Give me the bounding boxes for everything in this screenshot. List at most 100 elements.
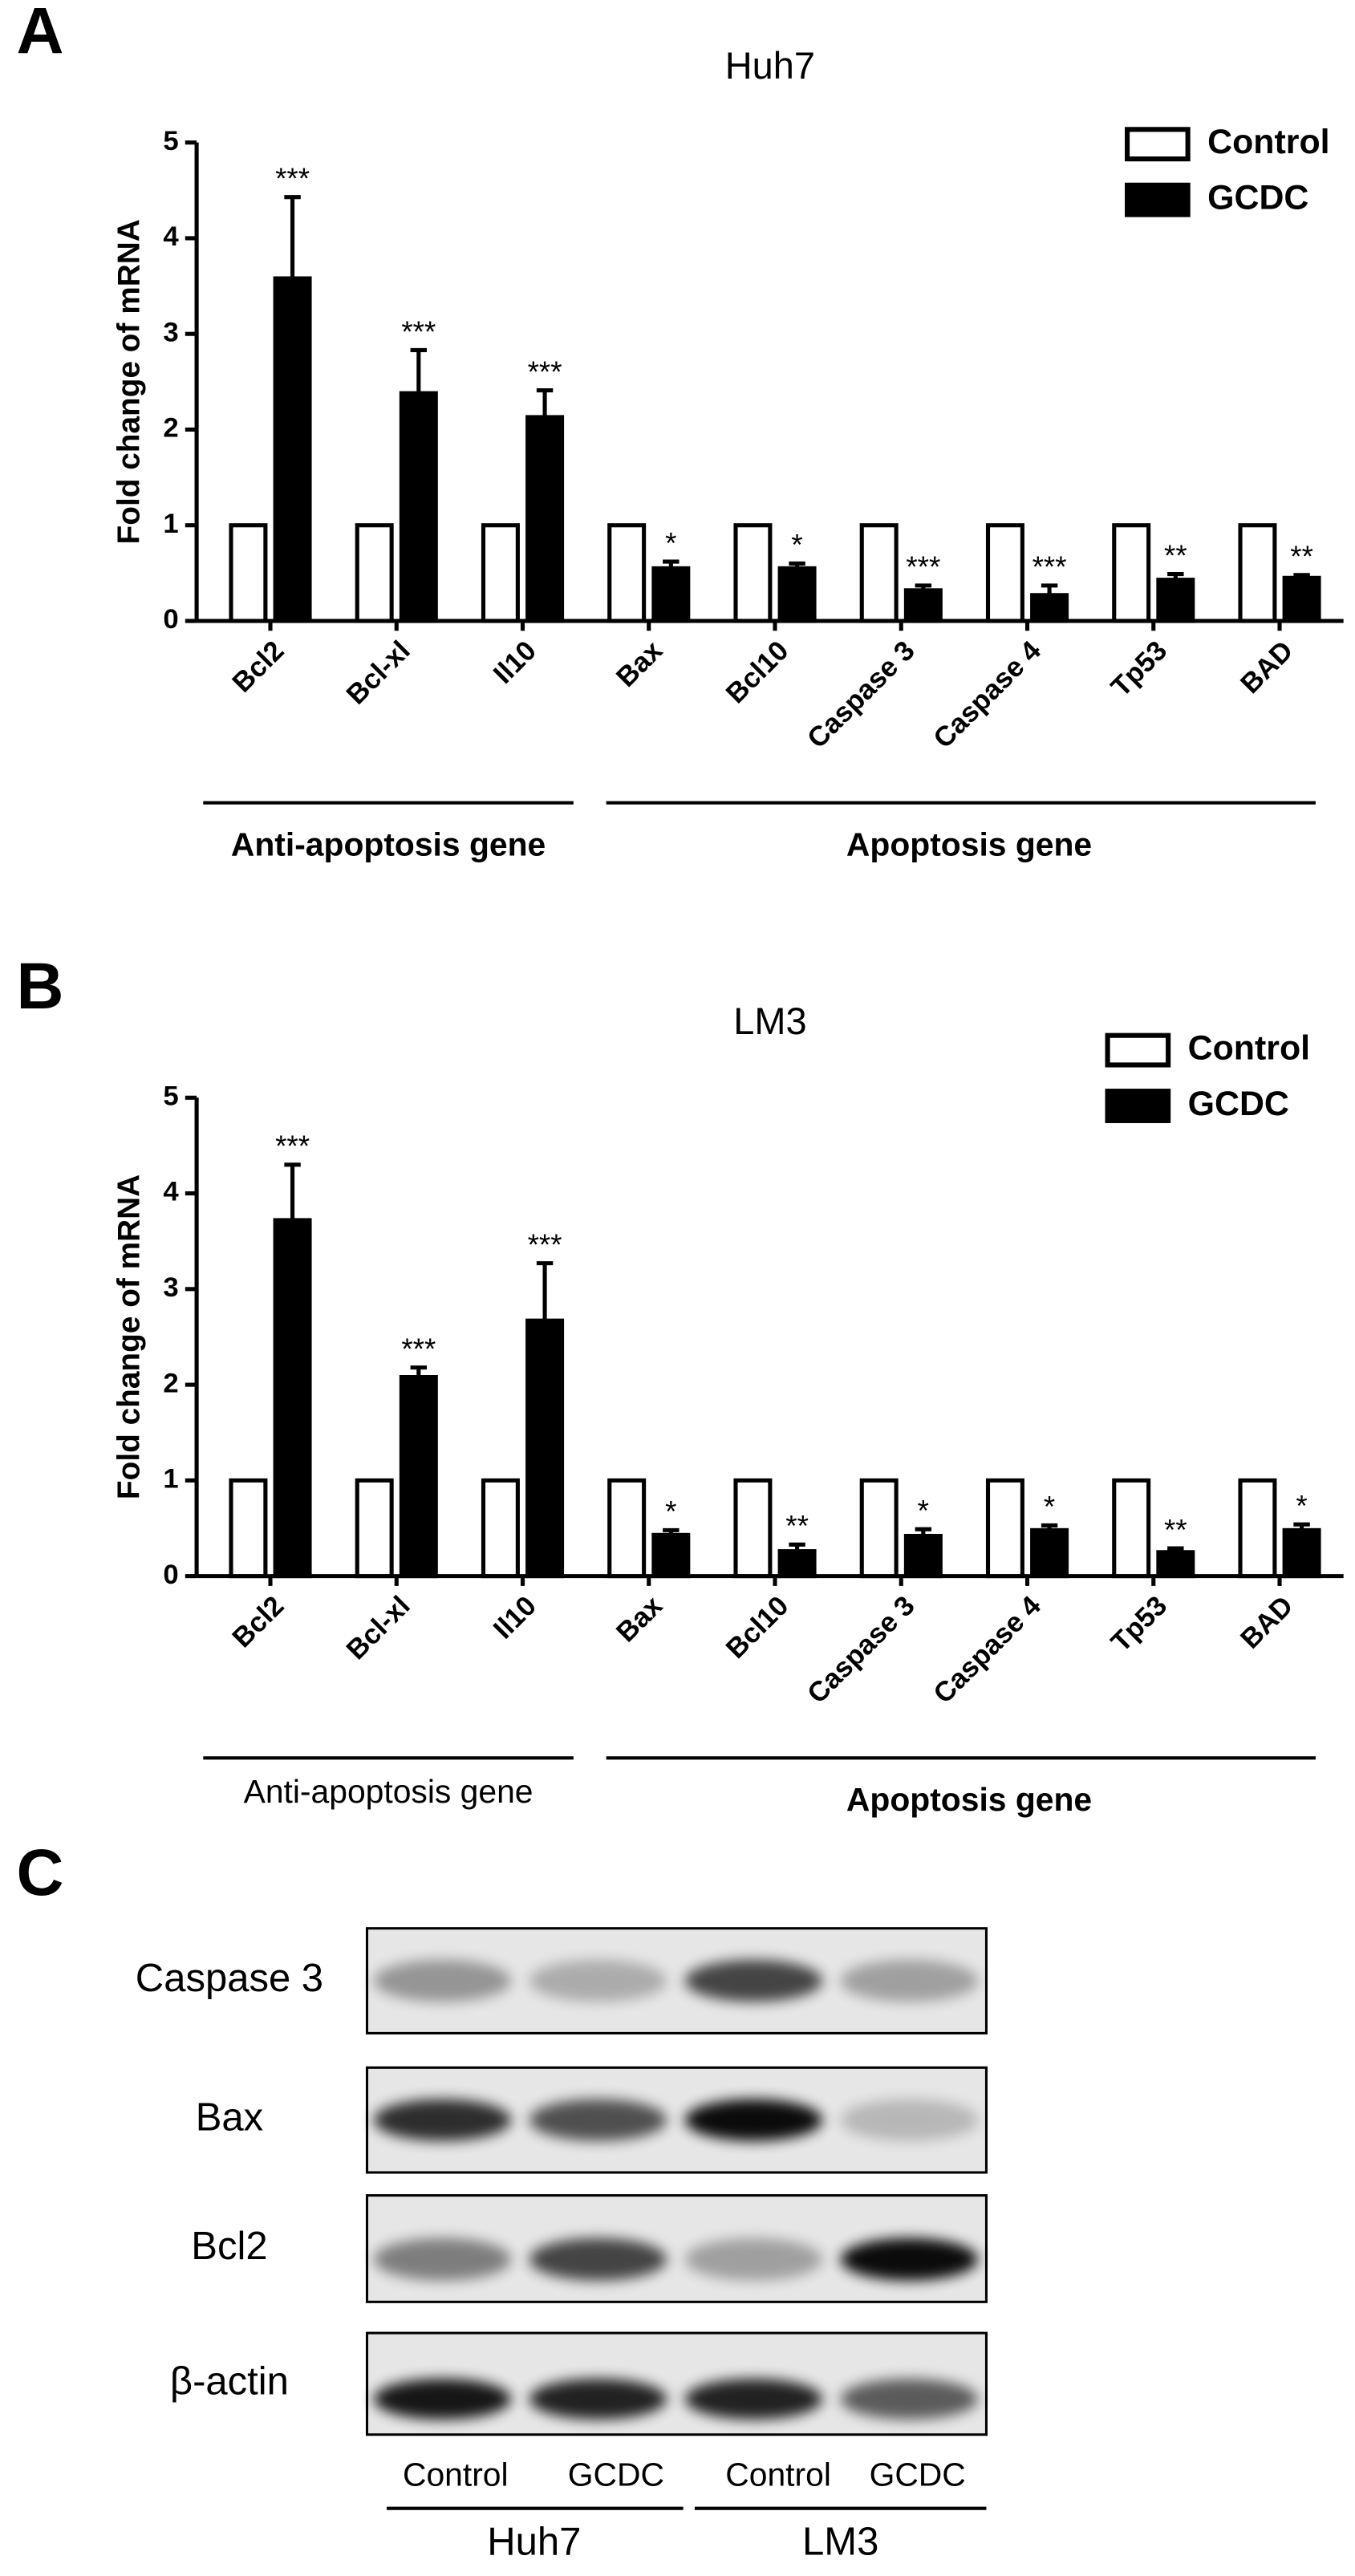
significance: * bbox=[918, 1494, 929, 1527]
significance: * bbox=[791, 529, 802, 562]
bar bbox=[355, 523, 394, 623]
cell-line-label: Huh7 bbox=[487, 2521, 581, 2564]
bar bbox=[1030, 1527, 1069, 1579]
x-tick-label: Caspase 3 bbox=[801, 635, 920, 754]
legend-swatch bbox=[1105, 1032, 1171, 1068]
panel-letter: A bbox=[16, 0, 63, 68]
band bbox=[684, 1959, 823, 2002]
bar bbox=[651, 1532, 691, 1579]
bar bbox=[859, 523, 899, 623]
chart-title: Huh7 bbox=[725, 44, 815, 87]
band bbox=[840, 2379, 979, 2420]
group-label: Anti-apoptosis gene bbox=[244, 1773, 533, 1810]
bar bbox=[777, 566, 817, 623]
y-axis-label: Fold change of mRNA bbox=[112, 1174, 147, 1499]
band bbox=[840, 2099, 979, 2141]
bar bbox=[1238, 1478, 1277, 1579]
bar bbox=[607, 523, 647, 623]
legend-swatch bbox=[1125, 182, 1191, 217]
bar bbox=[607, 1478, 647, 1579]
bar bbox=[229, 523, 268, 623]
x-tick-label: Bax bbox=[611, 635, 668, 692]
bar bbox=[985, 523, 1024, 623]
protein-label: β-actin bbox=[170, 2359, 289, 2403]
significance: * bbox=[1296, 1490, 1307, 1523]
x-tick-label: Il10 bbox=[488, 1591, 542, 1645]
bar bbox=[1156, 578, 1195, 623]
y-tick-label: 2 bbox=[163, 1368, 178, 1398]
lane-label: Control bbox=[725, 2456, 831, 2493]
bar bbox=[733, 523, 773, 623]
bar bbox=[525, 415, 565, 623]
significance: * bbox=[665, 1495, 676, 1528]
legend-label: Control bbox=[1207, 123, 1329, 161]
bar bbox=[481, 1478, 520, 1579]
band bbox=[684, 2237, 823, 2281]
bar bbox=[1112, 1478, 1151, 1579]
x-tick-label: Tp53 bbox=[1106, 1591, 1173, 1658]
group-label: Anti-apoptosis gene bbox=[231, 826, 546, 863]
band bbox=[373, 2099, 512, 2141]
panel-letter: C bbox=[16, 1836, 63, 1909]
band bbox=[529, 2099, 667, 2141]
bar bbox=[481, 523, 520, 623]
chart-title: LM3 bbox=[733, 1000, 806, 1042]
band bbox=[840, 2237, 979, 2281]
group-label: Apoptosis gene bbox=[846, 1781, 1092, 1818]
significance: *** bbox=[275, 162, 310, 195]
x-tick-label: BAD bbox=[1235, 635, 1299, 700]
y-tick-label: 2 bbox=[163, 413, 178, 444]
protein-label: Bax bbox=[196, 2096, 263, 2140]
significance: *** bbox=[401, 315, 436, 348]
band bbox=[684, 2099, 823, 2141]
significance: *** bbox=[401, 1333, 436, 1365]
band bbox=[684, 2379, 823, 2420]
y-tick-label: 4 bbox=[163, 1177, 179, 1207]
y-tick-label: 1 bbox=[163, 509, 178, 539]
x-tick-label: Bcl2 bbox=[227, 1591, 290, 1654]
y-tick-label: 4 bbox=[163, 221, 179, 252]
legend-label: Control bbox=[1188, 1028, 1310, 1067]
legend-label: GCDC bbox=[1188, 1085, 1289, 1123]
protein-label: Bcl2 bbox=[191, 2225, 267, 2268]
significance: *** bbox=[1032, 550, 1067, 583]
significance: *** bbox=[528, 355, 562, 388]
y-tick-label: 3 bbox=[163, 317, 178, 347]
bar bbox=[399, 1374, 438, 1579]
x-tick-label: Bcl-xl bbox=[341, 1591, 416, 1666]
legend-label: GCDC bbox=[1207, 178, 1308, 217]
legend-swatch bbox=[1105, 1089, 1171, 1123]
bar bbox=[355, 1478, 394, 1579]
bar bbox=[733, 1478, 773, 1579]
band bbox=[529, 2379, 667, 2420]
bar bbox=[985, 1478, 1024, 1579]
bar bbox=[1282, 575, 1321, 623]
x-tick-label: Bcl10 bbox=[720, 635, 794, 709]
bar bbox=[1238, 523, 1277, 623]
bar bbox=[777, 1549, 817, 1579]
lane-label: Control bbox=[403, 2456, 509, 2493]
y-tick-label: 5 bbox=[163, 1081, 178, 1111]
bar bbox=[859, 1478, 899, 1579]
bar bbox=[399, 391, 438, 623]
group-label: Apoptosis gene bbox=[846, 826, 1092, 863]
lane-label: GCDC bbox=[568, 2456, 664, 2493]
legend-swatch bbox=[1125, 127, 1191, 162]
bar bbox=[525, 1318, 565, 1579]
bar bbox=[903, 1533, 943, 1579]
band bbox=[840, 1959, 979, 2002]
bar bbox=[229, 1478, 268, 1579]
bar bbox=[1112, 523, 1151, 623]
lane-label: GCDC bbox=[870, 2456, 966, 2493]
bar bbox=[1156, 1550, 1195, 1579]
significance: *** bbox=[528, 1228, 562, 1261]
x-tick-label: Bcl2 bbox=[227, 635, 290, 699]
cell-line-label: LM3 bbox=[802, 2521, 878, 2564]
bar bbox=[1282, 1527, 1321, 1579]
significance: ** bbox=[785, 1510, 809, 1543]
significance: ** bbox=[1164, 539, 1187, 572]
band bbox=[529, 2237, 667, 2281]
x-tick-label: Caspase 4 bbox=[928, 635, 1048, 754]
bar bbox=[1030, 593, 1069, 623]
